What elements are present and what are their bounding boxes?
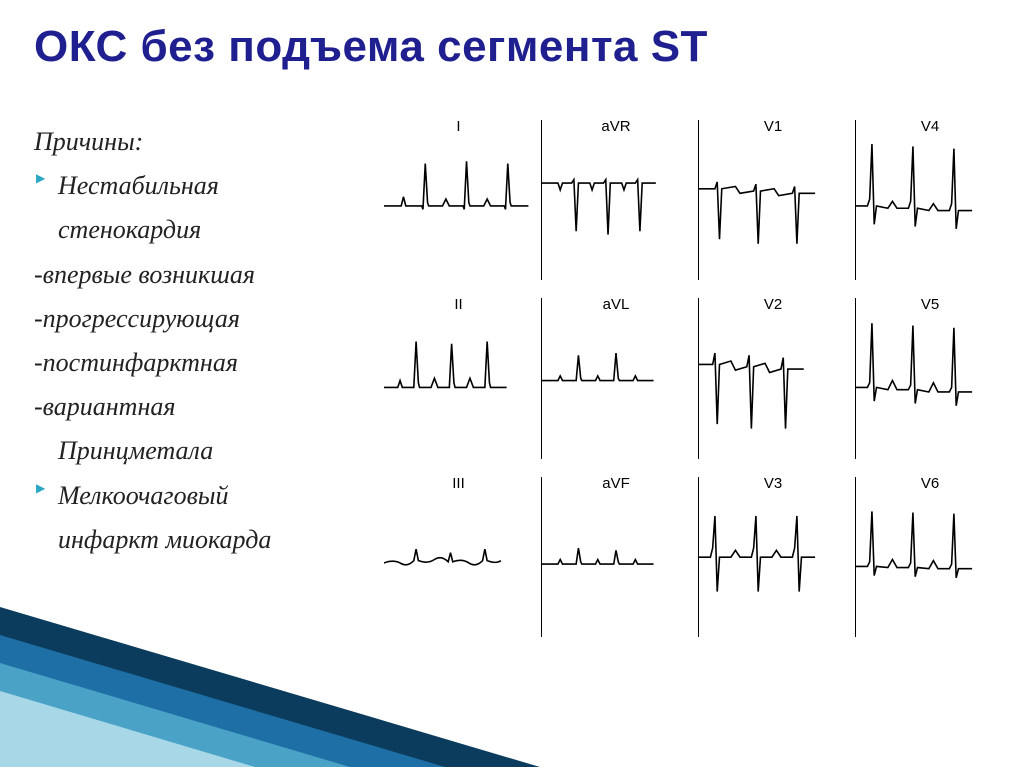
ecg-lead-III: III xyxy=(384,477,533,637)
content-area: Причины:Нестабильнаястенокардия-впервые … xyxy=(0,80,1024,590)
page-title: ОКС без подъема сегмента ST xyxy=(0,0,1024,80)
causes-list: Причины:Нестабильнаястенокардия-впервые … xyxy=(34,120,374,562)
ecg-lead-aVR: aVR xyxy=(541,120,690,280)
ecg-lead-V5: V5 xyxy=(855,298,1004,458)
cause-item: -вариантная xyxy=(34,385,374,429)
lead-label: V4 xyxy=(921,118,939,135)
lead-label: V2 xyxy=(764,296,782,313)
cause-item: -постинфарктная xyxy=(34,341,374,385)
cause-item: -прогрессирующая xyxy=(34,297,374,341)
ecg-lead-V3: V3 xyxy=(698,477,847,637)
ecg-diagram: IaVR V1 V4 II aVL V2 V5 III aVF V3 V6 xyxy=(374,120,1004,590)
lead-label: aVR xyxy=(601,118,630,135)
subtitle: Причины: xyxy=(34,120,374,164)
cause-item: Нестабильная xyxy=(34,164,374,208)
cause-item: инфаркт миокарда xyxy=(34,518,374,562)
cause-item: Мелкоочаговый xyxy=(34,474,374,518)
ecg-lead-aVL: aVL xyxy=(541,298,690,458)
cause-item: стенокардия xyxy=(34,208,374,252)
ecg-lead-V6: V6 xyxy=(855,477,1004,637)
lead-label: V6 xyxy=(921,475,939,492)
ecg-lead-aVF: aVF xyxy=(541,477,690,637)
ecg-lead-V2: V2 xyxy=(698,298,847,458)
lead-label: V1 xyxy=(764,118,782,135)
cause-item: Принцметала xyxy=(34,429,374,473)
ecg-lead-V1: V1 xyxy=(698,120,847,280)
ecg-lead-I: I xyxy=(384,120,533,280)
lead-label: III xyxy=(452,475,465,492)
lead-label: V3 xyxy=(764,475,782,492)
ecg-lead-V4: V4 xyxy=(855,120,1004,280)
cause-item: -впервые возникшая xyxy=(34,253,374,297)
lead-label: I xyxy=(456,118,460,135)
text-column: Причины:Нестабильнаястенокардия-впервые … xyxy=(34,120,374,590)
lead-label: II xyxy=(454,296,462,313)
lead-label: V5 xyxy=(921,296,939,313)
ecg-lead-II: II xyxy=(384,298,533,458)
lead-label: aVF xyxy=(602,475,630,492)
lead-label: aVL xyxy=(603,296,630,313)
